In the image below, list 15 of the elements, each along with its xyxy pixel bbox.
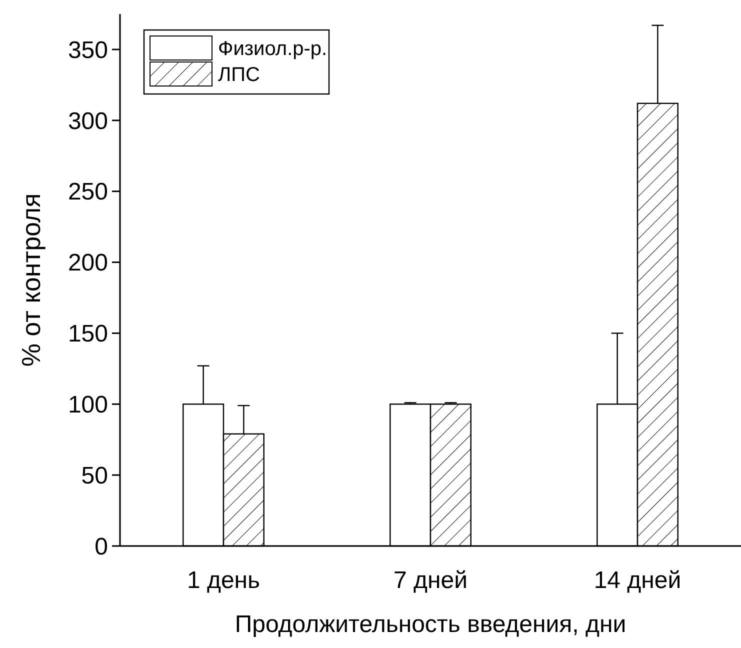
y-tick-label: 200 xyxy=(68,250,108,277)
y-tick-label: 50 xyxy=(81,462,108,490)
y-tick-label: 150 xyxy=(68,320,108,348)
y-tick-label: 350 xyxy=(68,36,108,64)
x-tick-label: 14 дней xyxy=(594,567,682,594)
y-tick-label: 250 xyxy=(68,178,108,206)
y-tick-label: 300 xyxy=(68,108,108,135)
legend-label: ЛПС xyxy=(218,64,260,86)
y-tick-label: 100 xyxy=(68,392,108,419)
x-tick-label: 1 день xyxy=(186,567,260,594)
y-axis-title: % от контроля xyxy=(16,193,46,367)
x-tick-label: 7 дней xyxy=(393,567,468,594)
x-axis-title: Продолжительность введения, дни xyxy=(234,611,626,638)
y-tick-label: 0 xyxy=(94,533,108,560)
legend-label: Физиол.р-р. xyxy=(218,38,328,60)
